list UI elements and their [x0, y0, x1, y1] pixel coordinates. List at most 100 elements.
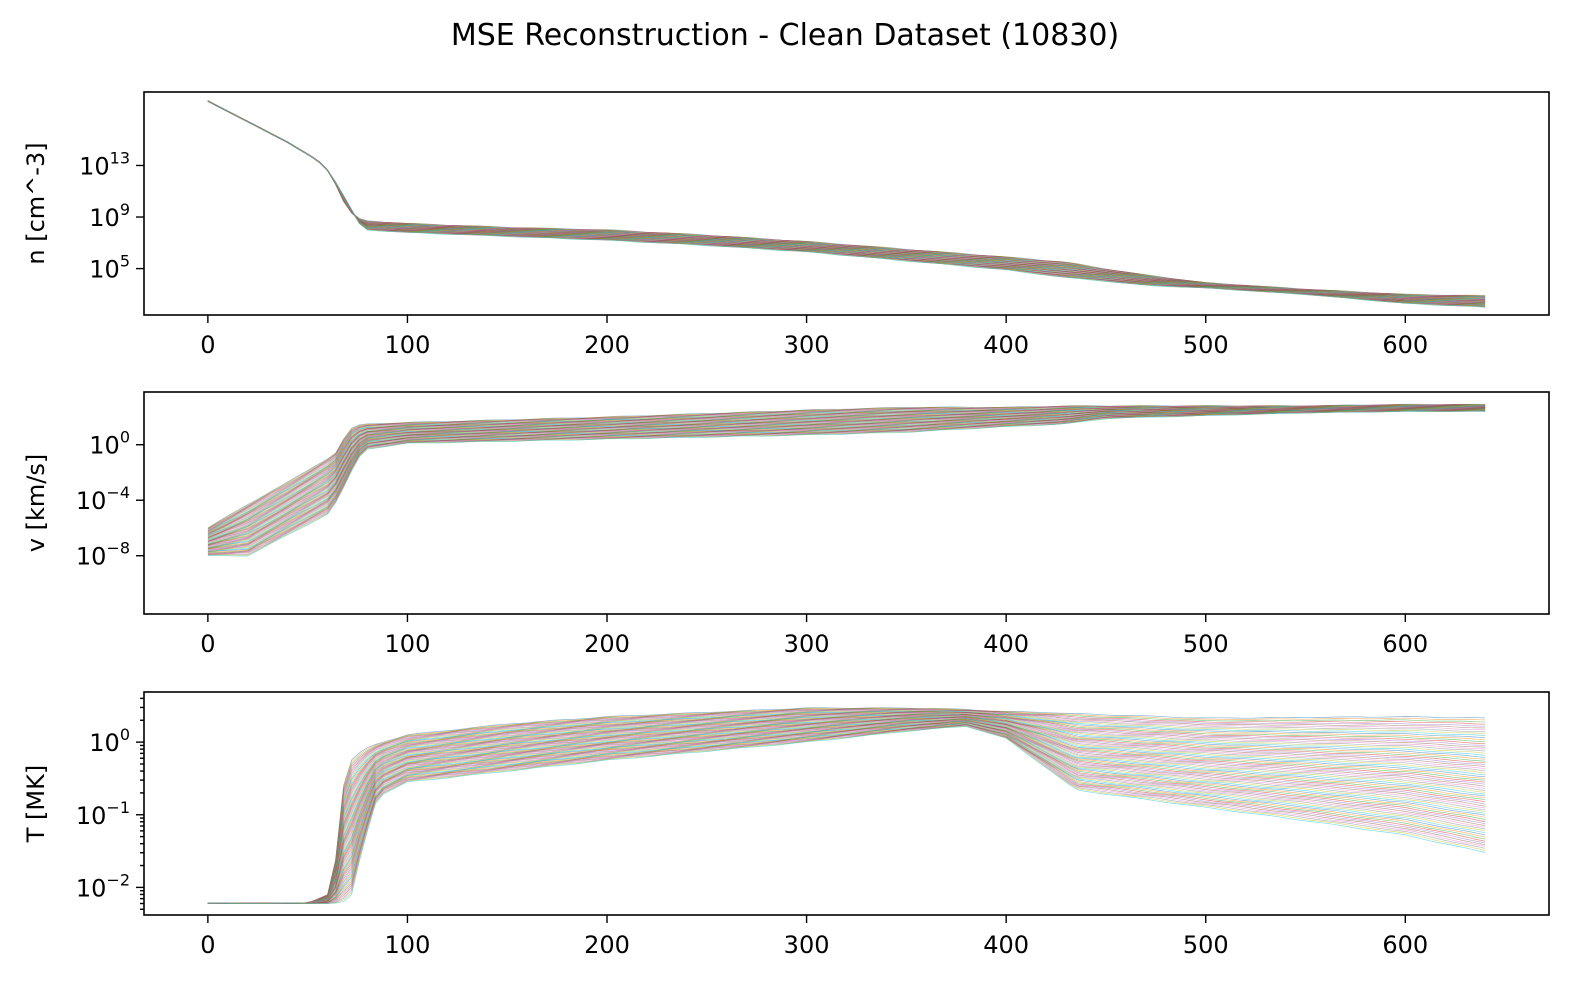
- series-line: [207, 100, 1486, 306]
- series-line: [207, 100, 1486, 302]
- x-tick-label: 400: [983, 931, 1029, 959]
- series-line: [207, 100, 1486, 299]
- series-line: [207, 100, 1486, 305]
- series-line: [207, 709, 1486, 905]
- series-line: [207, 722, 1486, 905]
- series-line: [207, 720, 1486, 905]
- x-tick-label: 0: [200, 331, 215, 359]
- series-line: [207, 100, 1486, 304]
- series-line: [207, 100, 1486, 300]
- y-tick-label: 109: [89, 200, 130, 232]
- series-line: [207, 100, 1486, 306]
- y-tick-label: 10−4: [76, 483, 130, 515]
- y-tick-label: 105: [89, 252, 130, 284]
- subplots: 0 100 200 300 400 500 600 105 109 1013 n [cm^-3] 0 1…: [22, 91, 1550, 959]
- series-line: [207, 100, 1486, 308]
- series-line: [207, 714, 1486, 905]
- x-tick-label: 300: [784, 331, 830, 359]
- x-tick-label: 0: [200, 630, 215, 658]
- series-line: [207, 709, 1486, 905]
- series-line: [207, 100, 1486, 307]
- series-line: [207, 100, 1486, 307]
- series-line: [207, 101, 1486, 300]
- series-line: [207, 712, 1486, 905]
- series-line: [207, 716, 1486, 905]
- series-line: [207, 100, 1486, 297]
- series-line: [207, 100, 1486, 301]
- series-line: [207, 100, 1486, 300]
- series-line: [207, 100, 1486, 298]
- x-tick-label: 200: [584, 630, 630, 658]
- series-line: [207, 100, 1486, 300]
- series-line: [207, 708, 1486, 905]
- x-tick-label: 200: [584, 931, 630, 959]
- x-tick-label: 100: [385, 630, 431, 658]
- x-tick-label: 200: [584, 331, 630, 359]
- series-line: [207, 100, 1486, 306]
- x-tick-label: 500: [1183, 931, 1229, 959]
- x-tick-label: 600: [1382, 931, 1428, 959]
- series-line: [207, 100, 1486, 298]
- curve-bundle: [207, 100, 1486, 308]
- series-line: [207, 718, 1486, 905]
- series-line: [207, 714, 1486, 905]
- series-line: [207, 100, 1486, 300]
- series-line: [207, 100, 1486, 305]
- y-tick-label: 10−1: [76, 798, 130, 830]
- series-line: [207, 720, 1486, 905]
- series-line: [207, 723, 1486, 905]
- series-line: [207, 722, 1486, 905]
- series-line: [207, 100, 1486, 299]
- x-tick-label: 400: [983, 331, 1029, 359]
- x-tick-label: 600: [1382, 630, 1428, 658]
- series-line: [207, 101, 1486, 299]
- series-line: [207, 100, 1486, 303]
- series-line: [207, 719, 1486, 905]
- series-line: [207, 410, 1486, 557]
- series-line: [207, 100, 1486, 303]
- y-axis-label: n [cm^-3]: [22, 142, 50, 264]
- series-line: [207, 717, 1486, 905]
- series-line: [207, 712, 1486, 905]
- series-line: [207, 100, 1486, 299]
- series-line: [207, 724, 1486, 905]
- x-tick-label: 600: [1382, 331, 1428, 359]
- y-tick-label: 1013: [79, 148, 130, 180]
- series-line: [207, 707, 1486, 905]
- series-line: [207, 100, 1486, 302]
- y-axis-label: T [MK]: [22, 765, 50, 843]
- series-line: [207, 100, 1486, 303]
- series-line: [207, 100, 1486, 298]
- series-line: [207, 100, 1486, 296]
- series-line: [207, 716, 1486, 905]
- series-line: [207, 709, 1486, 905]
- series-line: [207, 100, 1486, 303]
- series-line: [207, 100, 1486, 298]
- series-line: [207, 100, 1486, 302]
- series-line: [207, 718, 1486, 905]
- series-line: [207, 724, 1486, 905]
- series-line: [207, 100, 1486, 306]
- x-tick-label: 500: [1183, 331, 1229, 359]
- series-line: [207, 710, 1486, 905]
- axes-frame: [143, 391, 1550, 615]
- series-line: [207, 721, 1486, 905]
- series-line: [207, 711, 1486, 905]
- series-line: [207, 722, 1486, 905]
- series-line: [207, 100, 1486, 302]
- y-tick-label: 10−2: [76, 870, 130, 902]
- axes-frame: [143, 91, 1550, 316]
- series-line: [207, 100, 1486, 305]
- figure-title: MSE Reconstruction - Clean Dataset (1083…: [451, 18, 1119, 53]
- series-line: [207, 100, 1486, 304]
- series-line: [207, 726, 1486, 905]
- series-line: [207, 100, 1486, 303]
- series-line: [207, 100, 1486, 307]
- x-tick-label: 500: [1183, 630, 1229, 658]
- series-line: [207, 721, 1486, 905]
- x-tick-label: 300: [784, 630, 830, 658]
- curve-bundle: [207, 403, 1486, 557]
- y-tick-label: 100: [89, 725, 130, 757]
- series-line: [207, 100, 1486, 300]
